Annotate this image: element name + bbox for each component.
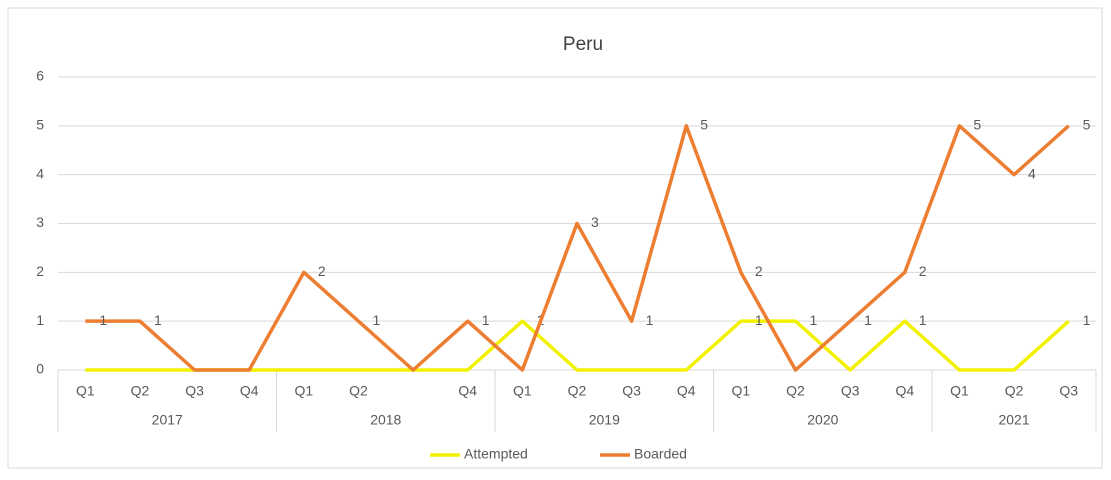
x-group-label: 2018 — [370, 412, 401, 428]
data-label: 2 — [755, 263, 763, 279]
data-label: 5 — [700, 117, 708, 133]
data-label: 3 — [591, 214, 599, 230]
x-tick-label: Q2 — [131, 383, 150, 399]
x-tick-label: Q1 — [76, 383, 95, 399]
x-tick-label: Q4 — [240, 383, 259, 399]
x-group-label: 2019 — [589, 412, 620, 428]
x-tick-label: Q3 — [841, 383, 860, 399]
data-label: 1 — [810, 312, 818, 328]
x-tick-label: Q3 — [1059, 383, 1078, 399]
x-group-label: 2021 — [998, 412, 1029, 428]
data-label: 5 — [1083, 117, 1091, 133]
data-label: 2 — [318, 263, 326, 279]
x-tick-label: Q3 — [622, 383, 641, 399]
y-tick-label: 6 — [36, 68, 44, 84]
y-tick-label: 3 — [36, 214, 44, 230]
y-tick-label: 0 — [36, 361, 44, 377]
x-tick-label: Q2 — [1005, 383, 1024, 399]
x-tick-label: Q1 — [950, 383, 969, 399]
x-group-label: 2017 — [152, 412, 183, 428]
y-tick-label: 4 — [36, 165, 44, 181]
x-tick-label: Q1 — [294, 383, 313, 399]
x-group-label: 2020 — [807, 412, 838, 428]
chart-title: Peru — [563, 34, 603, 55]
data-label: 1 — [154, 312, 162, 328]
x-tick-label: Q2 — [568, 383, 587, 399]
x-tick-label: Q1 — [513, 383, 532, 399]
data-label: 1 — [372, 312, 380, 328]
legend-label: Attempted — [464, 446, 528, 462]
data-label: 1 — [1083, 312, 1091, 328]
series-line — [85, 124, 1070, 372]
data-label: 1 — [755, 312, 763, 328]
data-label: 4 — [1028, 165, 1036, 181]
y-tick-label: 1 — [36, 312, 44, 328]
data-label: 1 — [864, 312, 872, 328]
data-label: 1 — [482, 312, 490, 328]
chart-frame — [7, 7, 1103, 469]
x-tick-label: Q3 — [185, 383, 204, 399]
data-label: 2 — [919, 263, 927, 279]
data-label: 5 — [973, 117, 981, 133]
x-tick-label: Q4 — [458, 383, 477, 399]
y-tick-label: 2 — [36, 263, 44, 279]
x-tick-label: Q4 — [677, 383, 696, 399]
data-label: 1 — [919, 312, 927, 328]
x-tick-label: Q4 — [895, 383, 914, 399]
x-tick-label: Q2 — [786, 383, 805, 399]
data-label: 1 — [646, 312, 654, 328]
x-tick-label: Q1 — [732, 383, 751, 399]
y-tick-label: 5 — [36, 117, 44, 133]
data-label: 1 — [99, 312, 107, 328]
x-tick-label: Q2 — [349, 383, 368, 399]
legend-label: Boarded — [634, 446, 687, 462]
